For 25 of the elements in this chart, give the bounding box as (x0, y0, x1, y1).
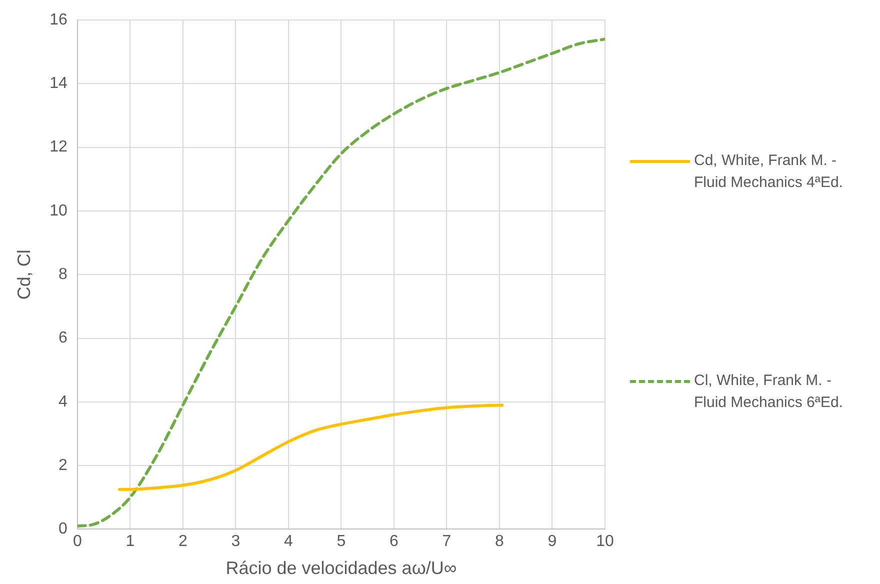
x-axis-title: Rácio de velocidades aω/U∞ (226, 558, 457, 578)
y-tick-label: 8 (58, 266, 68, 284)
y-tick-label: 4 (58, 393, 68, 410)
x-tick-label: 0 (72, 533, 82, 550)
x-tick-label: 3 (231, 533, 240, 550)
y-tick-label: 2 (58, 456, 68, 474)
line-series (118, 404, 504, 491)
x-tick-label: 2 (178, 533, 188, 550)
legend-label: Cl, White, Frank M. - Fluid Mechanics 6ªEd. (694, 371, 844, 413)
x-tick-label: 8 (495, 533, 504, 550)
y-axis-title: Cd, Cl (14, 250, 34, 300)
y-tick-label: 10 (50, 202, 68, 220)
x-tick-label: 1 (126, 533, 135, 550)
x-tick-label: 5 (336, 533, 346, 550)
y-tick-label: 6 (58, 330, 68, 347)
y-tick-label: 0 (58, 520, 68, 538)
x-tick-label: 9 (548, 533, 557, 550)
y-tick-label: 16 (50, 11, 68, 28)
x-tick-label: 10 (596, 533, 614, 550)
legend-label: Cd, White, Frank M. - Fluid Mechanics 4ªEd. (694, 151, 844, 193)
x-tick-label: 7 (442, 533, 452, 550)
x-tick-label: 4 (284, 533, 293, 550)
y-tick-label: 14 (50, 75, 68, 92)
y-tick-label: 12 (50, 138, 68, 156)
x-tick-label: 6 (390, 533, 399, 550)
